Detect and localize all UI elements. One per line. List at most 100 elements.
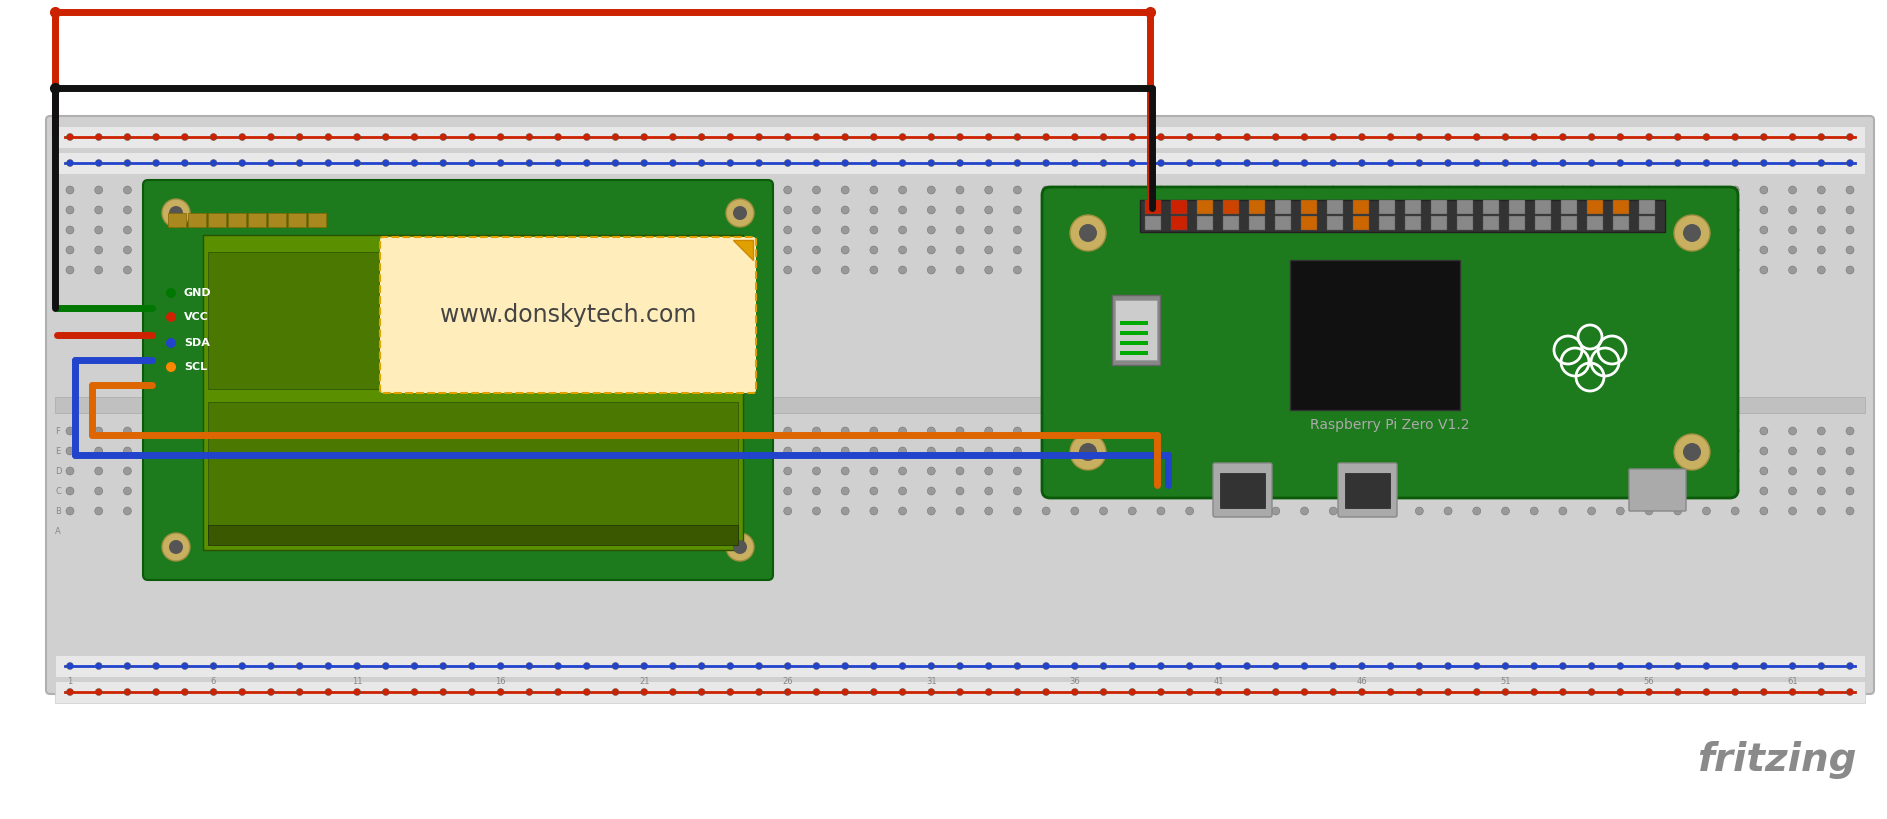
Circle shape [927, 487, 936, 495]
Circle shape [325, 467, 332, 475]
Circle shape [1244, 133, 1251, 141]
Circle shape [726, 206, 734, 214]
Circle shape [1645, 246, 1653, 254]
Circle shape [1674, 266, 1681, 274]
Circle shape [1157, 160, 1164, 166]
Bar [1587, 200, 1602, 214]
Circle shape [813, 663, 821, 669]
Circle shape [94, 206, 102, 214]
Circle shape [353, 160, 360, 166]
Circle shape [1328, 246, 1338, 254]
Circle shape [266, 206, 276, 214]
Circle shape [985, 133, 993, 141]
Circle shape [1789, 487, 1796, 495]
Circle shape [957, 246, 964, 254]
Circle shape [209, 206, 217, 214]
Circle shape [842, 226, 849, 234]
Circle shape [668, 186, 677, 194]
Bar [1561, 216, 1578, 230]
Circle shape [927, 427, 936, 435]
Circle shape [1674, 226, 1681, 234]
Circle shape [1387, 226, 1394, 234]
Circle shape [611, 206, 619, 214]
Circle shape [1845, 447, 1855, 455]
Circle shape [238, 246, 247, 254]
Circle shape [266, 467, 276, 475]
Circle shape [726, 160, 734, 166]
Circle shape [496, 160, 504, 166]
Circle shape [1502, 427, 1510, 435]
Circle shape [1070, 487, 1079, 495]
Circle shape [755, 663, 762, 669]
Circle shape [1817, 246, 1825, 254]
Circle shape [170, 540, 183, 554]
Circle shape [783, 447, 793, 455]
Circle shape [842, 266, 849, 274]
Circle shape [381, 186, 391, 194]
Circle shape [123, 427, 132, 435]
Circle shape [583, 226, 591, 234]
Text: E: E [55, 446, 60, 455]
Circle shape [726, 226, 734, 234]
Circle shape [927, 467, 936, 475]
Circle shape [525, 487, 534, 495]
Circle shape [1272, 226, 1279, 234]
Circle shape [525, 186, 534, 194]
Circle shape [1128, 266, 1136, 274]
Circle shape [440, 427, 447, 435]
Circle shape [668, 467, 677, 475]
Circle shape [1272, 133, 1279, 141]
Circle shape [1530, 133, 1538, 141]
Circle shape [1559, 160, 1566, 166]
Circle shape [1128, 447, 1136, 455]
Circle shape [1702, 507, 1710, 515]
Circle shape [238, 427, 247, 435]
Circle shape [640, 427, 649, 435]
Circle shape [726, 266, 734, 274]
Circle shape [1387, 487, 1394, 495]
Circle shape [611, 427, 619, 435]
Circle shape [496, 206, 504, 214]
Circle shape [1157, 447, 1164, 455]
Bar [1196, 216, 1213, 230]
Circle shape [1817, 487, 1825, 495]
Circle shape [1559, 467, 1566, 475]
Circle shape [496, 133, 504, 141]
Circle shape [1070, 467, 1079, 475]
Circle shape [1100, 246, 1108, 254]
Circle shape [1817, 663, 1825, 669]
Bar [1221, 473, 1264, 508]
Circle shape [1300, 487, 1308, 495]
Circle shape [726, 487, 734, 495]
Circle shape [1702, 689, 1710, 695]
Circle shape [1474, 689, 1479, 695]
Circle shape [668, 507, 677, 515]
Circle shape [668, 246, 677, 254]
Circle shape [785, 689, 791, 695]
Circle shape [785, 160, 791, 166]
Circle shape [268, 663, 274, 669]
Circle shape [640, 246, 649, 254]
Bar [55, 681, 1864, 703]
Circle shape [1732, 689, 1738, 695]
Bar [1406, 216, 1421, 230]
Bar [1145, 200, 1161, 214]
Circle shape [642, 160, 647, 166]
Circle shape [1013, 206, 1021, 214]
Circle shape [1587, 206, 1596, 214]
Circle shape [842, 206, 849, 214]
Circle shape [1272, 266, 1279, 274]
Text: 56: 56 [1644, 677, 1655, 686]
Circle shape [1215, 447, 1223, 455]
Circle shape [957, 186, 964, 194]
Circle shape [1674, 246, 1681, 254]
Bar [268, 213, 287, 227]
Circle shape [296, 427, 304, 435]
Circle shape [957, 206, 964, 214]
Bar [1223, 200, 1240, 214]
Circle shape [1157, 663, 1164, 669]
Circle shape [555, 507, 562, 515]
Circle shape [1415, 206, 1423, 214]
Circle shape [783, 467, 793, 475]
Circle shape [870, 447, 877, 455]
